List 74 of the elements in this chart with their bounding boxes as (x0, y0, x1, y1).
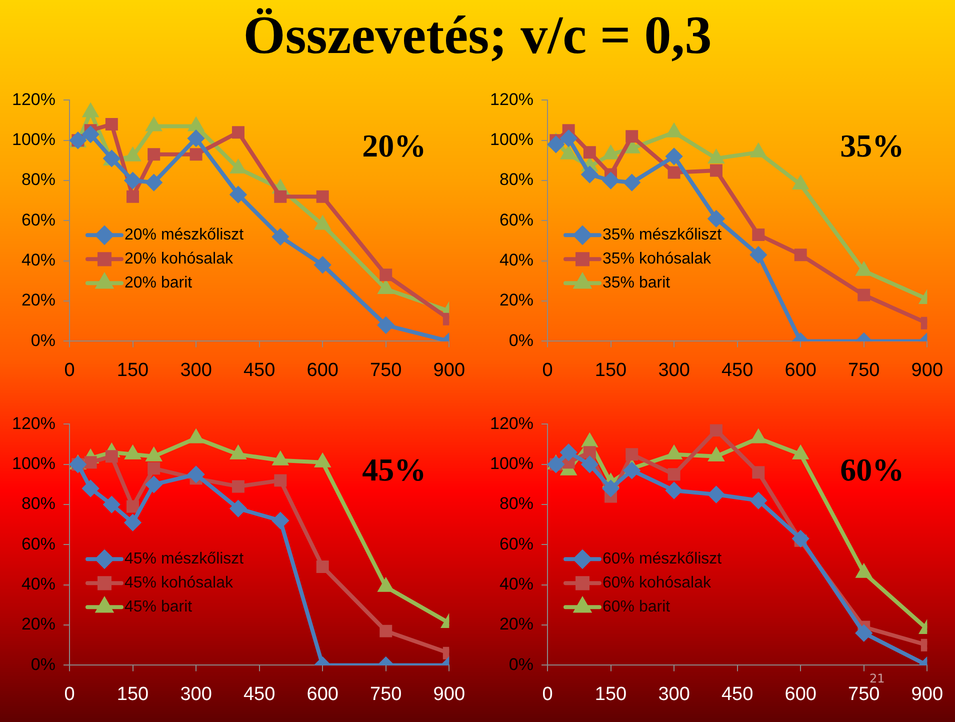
y-tick-label: 0% (30, 330, 56, 350)
y-tick-label: 100% (490, 454, 534, 474)
y-tick-label: 80% (21, 494, 56, 514)
legend-label: 20% barit (124, 274, 193, 292)
x-tick-label: 750 (370, 684, 402, 705)
x-tick-label: 150 (594, 684, 627, 705)
x-tick-label: 750 (848, 360, 880, 381)
y-tick-label: 60% (21, 210, 56, 230)
x-tick-label: 300 (180, 360, 212, 381)
y-tick-label: 40% (21, 250, 56, 270)
x-tick-label: 600 (784, 684, 816, 705)
y-tick-label: 100% (12, 130, 56, 150)
y-tick-label: 20% (21, 614, 56, 634)
legend-label: 20% kohósalak (124, 250, 234, 268)
legend-label: 60% mészkőliszt (602, 550, 722, 568)
y-tick-label: 20% (21, 290, 56, 310)
y-tick-label: 20% (499, 614, 534, 634)
x-tick-label: 600 (784, 360, 816, 381)
y-tick-label: 100% (490, 130, 534, 150)
legend-label: 45% barit (124, 598, 193, 616)
text: 21 (870, 671, 885, 686)
y-tick-label: 120% (12, 414, 56, 433)
x-tick-label: 600 (306, 360, 338, 381)
y-tick-label: 0% (30, 654, 56, 674)
y-tick-label: 40% (21, 574, 56, 594)
legend-label: 35% barit (602, 274, 671, 292)
y-tick-label: 100% (12, 454, 56, 474)
x-tick-label: 0 (542, 684, 553, 705)
x-tick-label: 750 (370, 360, 402, 381)
legend-label: 60% kohósalak (602, 574, 712, 592)
x-tick-label: 150 (594, 360, 627, 381)
x-tick-label: 300 (180, 684, 212, 705)
x-tick-label: 600 (306, 684, 338, 705)
x-tick-label: 0 (542, 360, 553, 381)
y-tick-label: 40% (499, 250, 534, 270)
annotation: 35% (840, 128, 904, 164)
x-tick-label: 450 (721, 360, 754, 381)
y-tick-label: 0% (508, 654, 534, 674)
y-tick-label: 80% (21, 170, 56, 190)
y-tick-label: 60% (499, 534, 534, 554)
legend-label: 45% mészkőliszt (124, 550, 244, 568)
legend-label: 20% mészkőliszt (124, 226, 244, 244)
y-tick-label: 0% (508, 330, 534, 350)
chart-title: Összevetés; v/c = 0,3 (242, 4, 713, 66)
x-tick-label: 450 (721, 684, 754, 705)
y-tick-label: 80% (499, 494, 534, 514)
x-tick-label: 300 (658, 360, 690, 381)
annotation: 45% (362, 452, 426, 488)
x-tick-label: 450 (243, 684, 276, 705)
y-tick-label: 120% (490, 90, 534, 109)
x-tick-label: 900 (433, 360, 465, 381)
annotation: 20% (362, 128, 426, 164)
x-tick-label: 450 (243, 360, 276, 381)
y-tick-label: 40% (499, 574, 534, 594)
legend-label: 35% mészkőliszt (602, 226, 722, 244)
x-tick-label: 900 (433, 684, 465, 705)
x-tick-label: 300 (658, 684, 690, 705)
x-tick-label: 0 (64, 684, 75, 705)
x-tick-label: 150 (116, 684, 149, 705)
legend-label: 35% kohósalak (602, 250, 712, 268)
x-tick-label: 0 (64, 360, 75, 381)
x-tick-label: 900 (911, 360, 943, 381)
legend-label: 45% kohósalak (124, 574, 234, 592)
y-tick-label: 60% (21, 534, 56, 554)
legend-label: 60% barit (602, 598, 671, 616)
annotation: 60% (840, 452, 904, 488)
y-tick-label: 20% (499, 290, 534, 310)
x-tick-label: 900 (911, 684, 943, 705)
y-tick-label: 60% (499, 210, 534, 230)
x-tick-label: 150 (116, 360, 149, 381)
y-tick-label: 120% (12, 90, 56, 109)
y-tick-label: 80% (499, 170, 534, 190)
y-tick-label: 120% (490, 414, 534, 433)
x-tick-label: 750 (848, 684, 880, 705)
